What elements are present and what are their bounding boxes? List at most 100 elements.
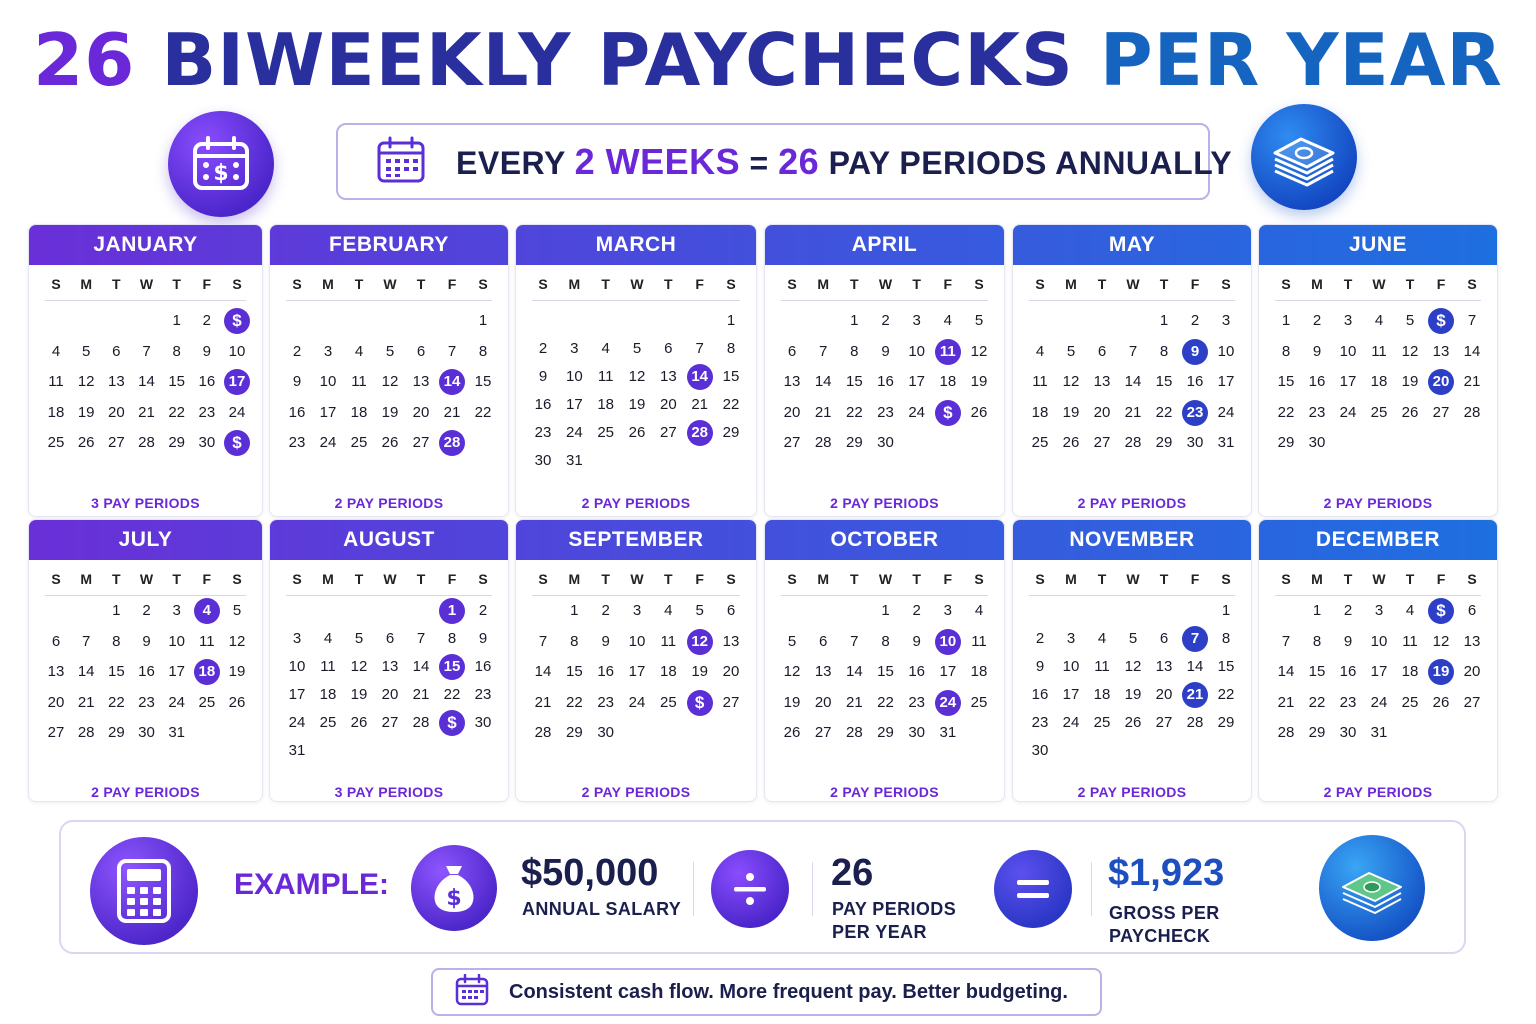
calendar-day: 4 (974, 602, 984, 619)
svg-text:$: $ (446, 886, 461, 911)
calendar-day: 7 (142, 342, 151, 360)
weekday-label: F (447, 571, 457, 587)
calendar-day: 30 (1339, 724, 1357, 741)
calculator-icon (90, 837, 198, 945)
calendar-day: 22 (1217, 686, 1235, 704)
calendar-day: 7 (1467, 312, 1477, 329)
month-name: AUGUST (270, 520, 508, 560)
calendar-day: 4 (601, 340, 610, 358)
calendar-day: 13 (47, 663, 65, 680)
weekday-divider (286, 595, 492, 596)
calendar-day: 6 (1097, 342, 1107, 360)
payday-marker: 4 (193, 598, 220, 624)
calendar-day: 11 (351, 373, 367, 390)
weekday-label: T (354, 571, 364, 587)
weekday-divider (781, 595, 988, 596)
payday-marker: 9 (1182, 338, 1208, 365)
calendar-day: 1 (172, 312, 181, 329)
calendar-day: 26 (783, 724, 801, 741)
calendar-day: 18 (970, 663, 988, 680)
weekday-label: T (172, 571, 181, 587)
calendar-day: 30 (1031, 742, 1049, 760)
calendar-day: 18 (597, 396, 614, 414)
calendar-day: 26 (1401, 403, 1419, 421)
calendar-day: 25 (350, 434, 368, 451)
calendar-day: 15 (845, 373, 863, 390)
calendar-day: 17 (628, 663, 646, 680)
calendar-day: 19 (1124, 686, 1142, 704)
payday-marker: 28 (439, 430, 465, 456)
calendar-day: 21 (691, 396, 708, 414)
calendar-day: 31 (168, 724, 185, 741)
pay-period-count: 2 PAY PERIODS (581, 784, 691, 800)
calendar-day: 22 (168, 403, 185, 421)
calendar-day: 18 (1093, 686, 1111, 704)
calendar-day: 18 (319, 686, 337, 704)
calendar-day: 19 (350, 686, 368, 704)
month-card-march: MARCH S M T W T F S 1 2 3 4 5 6 7 8 9 10 11 12 13 14 15 16 17 18 1… (515, 224, 757, 517)
calendar-day: 5 (354, 630, 364, 648)
calendar-day: 24 (288, 714, 306, 732)
calendar-day: 24 (319, 434, 337, 451)
calendar-day: 15 (1308, 663, 1326, 680)
month-card-september: SEPTEMBER S M T W T F S 1 2 3 4 5 6 7 8 9 10 11 12 13 14 15 16 1… (515, 519, 757, 802)
calendar-day: 5 (81, 342, 91, 360)
weekday-label: W (1126, 571, 1140, 587)
weekday-label: S (726, 276, 736, 292)
calendar-day: 9 (142, 632, 151, 650)
calendar-day: 20 (659, 396, 677, 414)
calendar-day: 29 (1217, 714, 1235, 732)
calendar-day: 27 (1463, 693, 1481, 711)
calendar-dollar-icon: $ (168, 111, 274, 217)
calendar-day: 2 (912, 602, 921, 619)
weekday-label: S (51, 571, 61, 587)
weekday-label: T (850, 276, 859, 292)
calendar-day: 2 (142, 602, 151, 619)
calendar-day: 5 (695, 602, 704, 619)
calendar-day: 4 (51, 342, 61, 360)
pay-period-count: 2 PAY PERIODS (91, 784, 200, 800)
calendar-day: 13 (783, 373, 801, 390)
calendar-day: 21 (814, 403, 832, 421)
pay-period-count: 2 PAY PERIODS (1323, 784, 1433, 800)
calendar-day: 14 (1463, 342, 1481, 360)
calendar-day: 27 (107, 434, 125, 451)
calendar-day: 13 (1463, 632, 1481, 650)
weekday-label: T (1097, 276, 1107, 292)
weekday-label: S (1467, 276, 1477, 292)
weekday-label: S (478, 571, 488, 587)
month-card-october: OCTOBER S M T W T F S 1 2 3 4 5 6 7 8 9 10 11 12 13 14 15 16 17 1… (764, 519, 1005, 802)
calendar-day: 22 (474, 403, 492, 421)
weekday-label: T (172, 276, 181, 292)
calendar-day: 30 (1308, 434, 1326, 451)
calendar-day: 10 (319, 373, 337, 390)
calendar-day: 22 (1308, 693, 1326, 711)
calendar-day: 23 (877, 403, 894, 421)
calendar-day: 27 (814, 724, 832, 741)
weekday-divider (781, 300, 988, 301)
weekday-label: M (817, 276, 829, 292)
calendar-day: 17 (319, 403, 337, 421)
calendar-day: 9 (1312, 342, 1322, 360)
weekday-label: T (1343, 276, 1353, 292)
calendar-day: 12 (1432, 632, 1450, 650)
calendar-day: 22 (877, 693, 894, 711)
month-card-may: MAY S M T W T F S 1 2 3 4 5 6 7 8 9 10 11 12 13 14 15 16 17 18 19 2… (1012, 224, 1252, 517)
calendar-day: 8 (1281, 342, 1291, 360)
calendar-day: 18 (659, 663, 677, 680)
weekday-divider (45, 300, 246, 301)
calendar-day: 4 (1405, 602, 1415, 619)
weekday-label: S (1281, 571, 1291, 587)
payday-marker: 14 (686, 364, 713, 391)
calendar-day: 16 (288, 403, 306, 421)
calendar-day: 3 (570, 340, 579, 358)
svg-text:$: $ (213, 161, 228, 186)
calendar-day: 9 (478, 630, 488, 648)
calendar-day: 7 (447, 342, 457, 360)
month-name: JANUARY (29, 225, 262, 265)
payday-marker: 28 (686, 420, 713, 447)
calendar-day: 18 (47, 403, 65, 421)
month-name: JULY (29, 520, 262, 560)
payday-marker: 17 (224, 369, 250, 395)
